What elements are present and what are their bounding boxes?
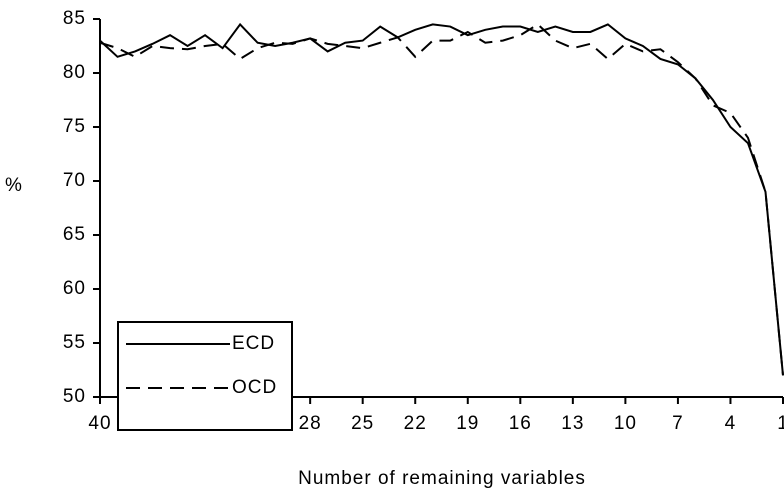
y-axis-label: % xyxy=(5,175,23,196)
x-tick-label: 1 xyxy=(777,413,784,434)
y-tick-label: 75 xyxy=(63,116,86,137)
x-tick-label: 4 xyxy=(725,413,737,434)
line-series xyxy=(99,23,784,376)
y-tick-label: 65 xyxy=(63,224,86,245)
y-tick-label: 85 xyxy=(63,8,86,29)
line-series xyxy=(99,22,784,376)
legend-box xyxy=(117,321,293,431)
y-tick-label: 80 xyxy=(63,62,86,83)
x-tick-label: 16 xyxy=(509,413,532,434)
x-tick-label: 40 xyxy=(88,413,111,434)
x-tick-label: 7 xyxy=(672,413,684,434)
y-tick-label: 55 xyxy=(63,332,86,353)
legend-label: ECD xyxy=(232,333,275,354)
x-tick-label: 22 xyxy=(404,413,427,434)
x-tick-label: 13 xyxy=(561,413,584,434)
y-tick-label: 60 xyxy=(63,278,86,299)
x-tick-label: 25 xyxy=(351,413,374,434)
y-tick-label: 50 xyxy=(63,386,86,407)
y-tick-label: 70 xyxy=(63,170,86,191)
x-tick-label: 19 xyxy=(456,413,479,434)
legend-label: OCD xyxy=(232,377,277,398)
x-tick-label: 28 xyxy=(299,413,322,434)
x-axis-label: Number of remaining variables xyxy=(298,468,586,489)
x-tick-label: 10 xyxy=(614,413,637,434)
